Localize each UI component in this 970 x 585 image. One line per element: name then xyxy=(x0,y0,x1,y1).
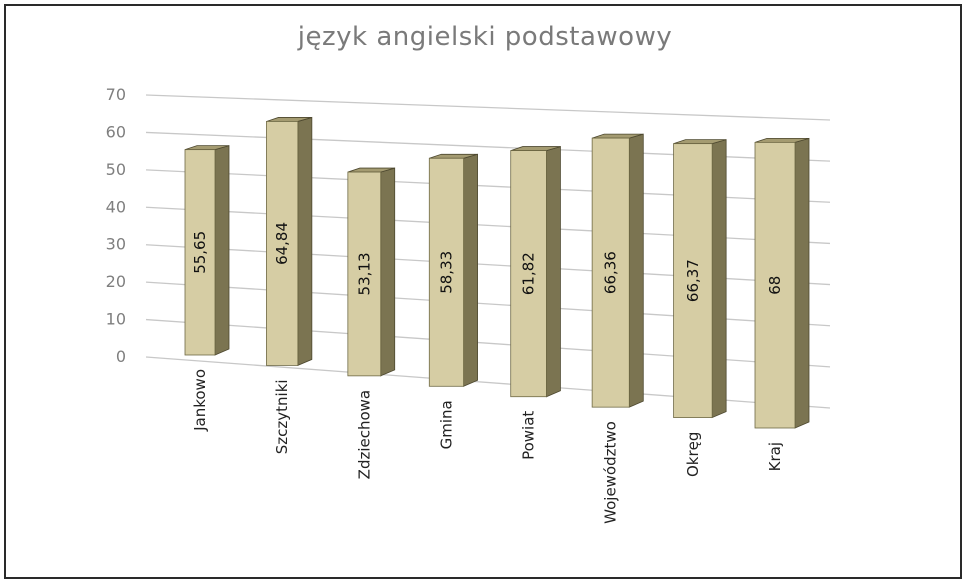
gridline xyxy=(145,244,831,286)
category-label: Okręg xyxy=(684,432,702,477)
category-label: Powiat xyxy=(520,411,538,460)
data-label: 66,36 xyxy=(602,251,620,294)
y-tick-label: 60 xyxy=(106,122,126,141)
y-axis-ticks: 0 10 20 30 40 50 60 70 xyxy=(106,85,126,366)
y-tick-label: 30 xyxy=(106,235,126,254)
data-label: 55,65 xyxy=(191,231,209,274)
bar-front xyxy=(347,171,382,377)
gridline xyxy=(145,281,831,327)
gridline xyxy=(145,206,831,245)
bar-side xyxy=(546,146,561,398)
category-label: Kraj xyxy=(766,442,784,471)
data-label: 64,84 xyxy=(273,222,291,265)
chart-title: język angielski podstawowy xyxy=(297,22,673,52)
bar: 64,84 xyxy=(266,116,313,367)
y-tick-label: 50 xyxy=(106,160,126,179)
bars: 55,65 64,84 53,13 58,33 61,82 66,36 66,37 68 xyxy=(184,116,810,429)
gridlines xyxy=(145,94,831,409)
category-label: Zdziechowa xyxy=(355,390,373,479)
bar-front xyxy=(510,150,547,398)
bar-side xyxy=(794,137,810,429)
bar-front xyxy=(184,149,216,356)
bar: 55,65 xyxy=(184,145,230,356)
category-labels: Jankowo Szczytniki Zdziechowa Gmina Powiat Wo… xyxy=(191,369,784,524)
bar-side xyxy=(214,145,230,356)
bar: 61,82 xyxy=(510,146,561,398)
bar-front xyxy=(754,141,796,429)
bar: 66,36 xyxy=(591,133,644,408)
gridline xyxy=(145,131,831,162)
bar-front xyxy=(591,137,630,408)
gridline xyxy=(145,356,831,409)
gridline xyxy=(145,318,831,368)
bar-front xyxy=(673,143,713,418)
y-tick-label: 10 xyxy=(106,310,126,329)
bar-side xyxy=(380,167,396,377)
y-tick-label: 70 xyxy=(106,85,126,104)
data-label: 61,82 xyxy=(520,252,538,295)
data-label: 66,37 xyxy=(684,259,702,302)
bar: 66,37 xyxy=(673,139,727,419)
bar-front xyxy=(266,121,299,366)
category-label: Szczytniki xyxy=(273,379,291,454)
bar-side xyxy=(628,133,644,408)
category-label: Gmina xyxy=(437,400,455,449)
gridline xyxy=(145,94,831,121)
bar: 58,33 xyxy=(428,153,478,387)
y-tick-label: 40 xyxy=(106,197,126,216)
data-label: 53,13 xyxy=(355,252,373,295)
bar: 68 xyxy=(754,137,810,429)
bar-side xyxy=(297,116,313,367)
category-label: Jankowo xyxy=(191,369,209,432)
y-tick-label: 20 xyxy=(106,272,126,291)
gridline xyxy=(145,169,831,203)
bar-side xyxy=(711,139,727,419)
bar-side xyxy=(463,153,478,387)
bar: 53,13 xyxy=(347,167,396,377)
data-label: 58,33 xyxy=(437,251,455,294)
category-label: Województwo xyxy=(602,421,620,524)
data-label: 68 xyxy=(766,276,784,295)
y-tick-label: 0 xyxy=(116,347,126,366)
bar-front xyxy=(428,157,464,387)
